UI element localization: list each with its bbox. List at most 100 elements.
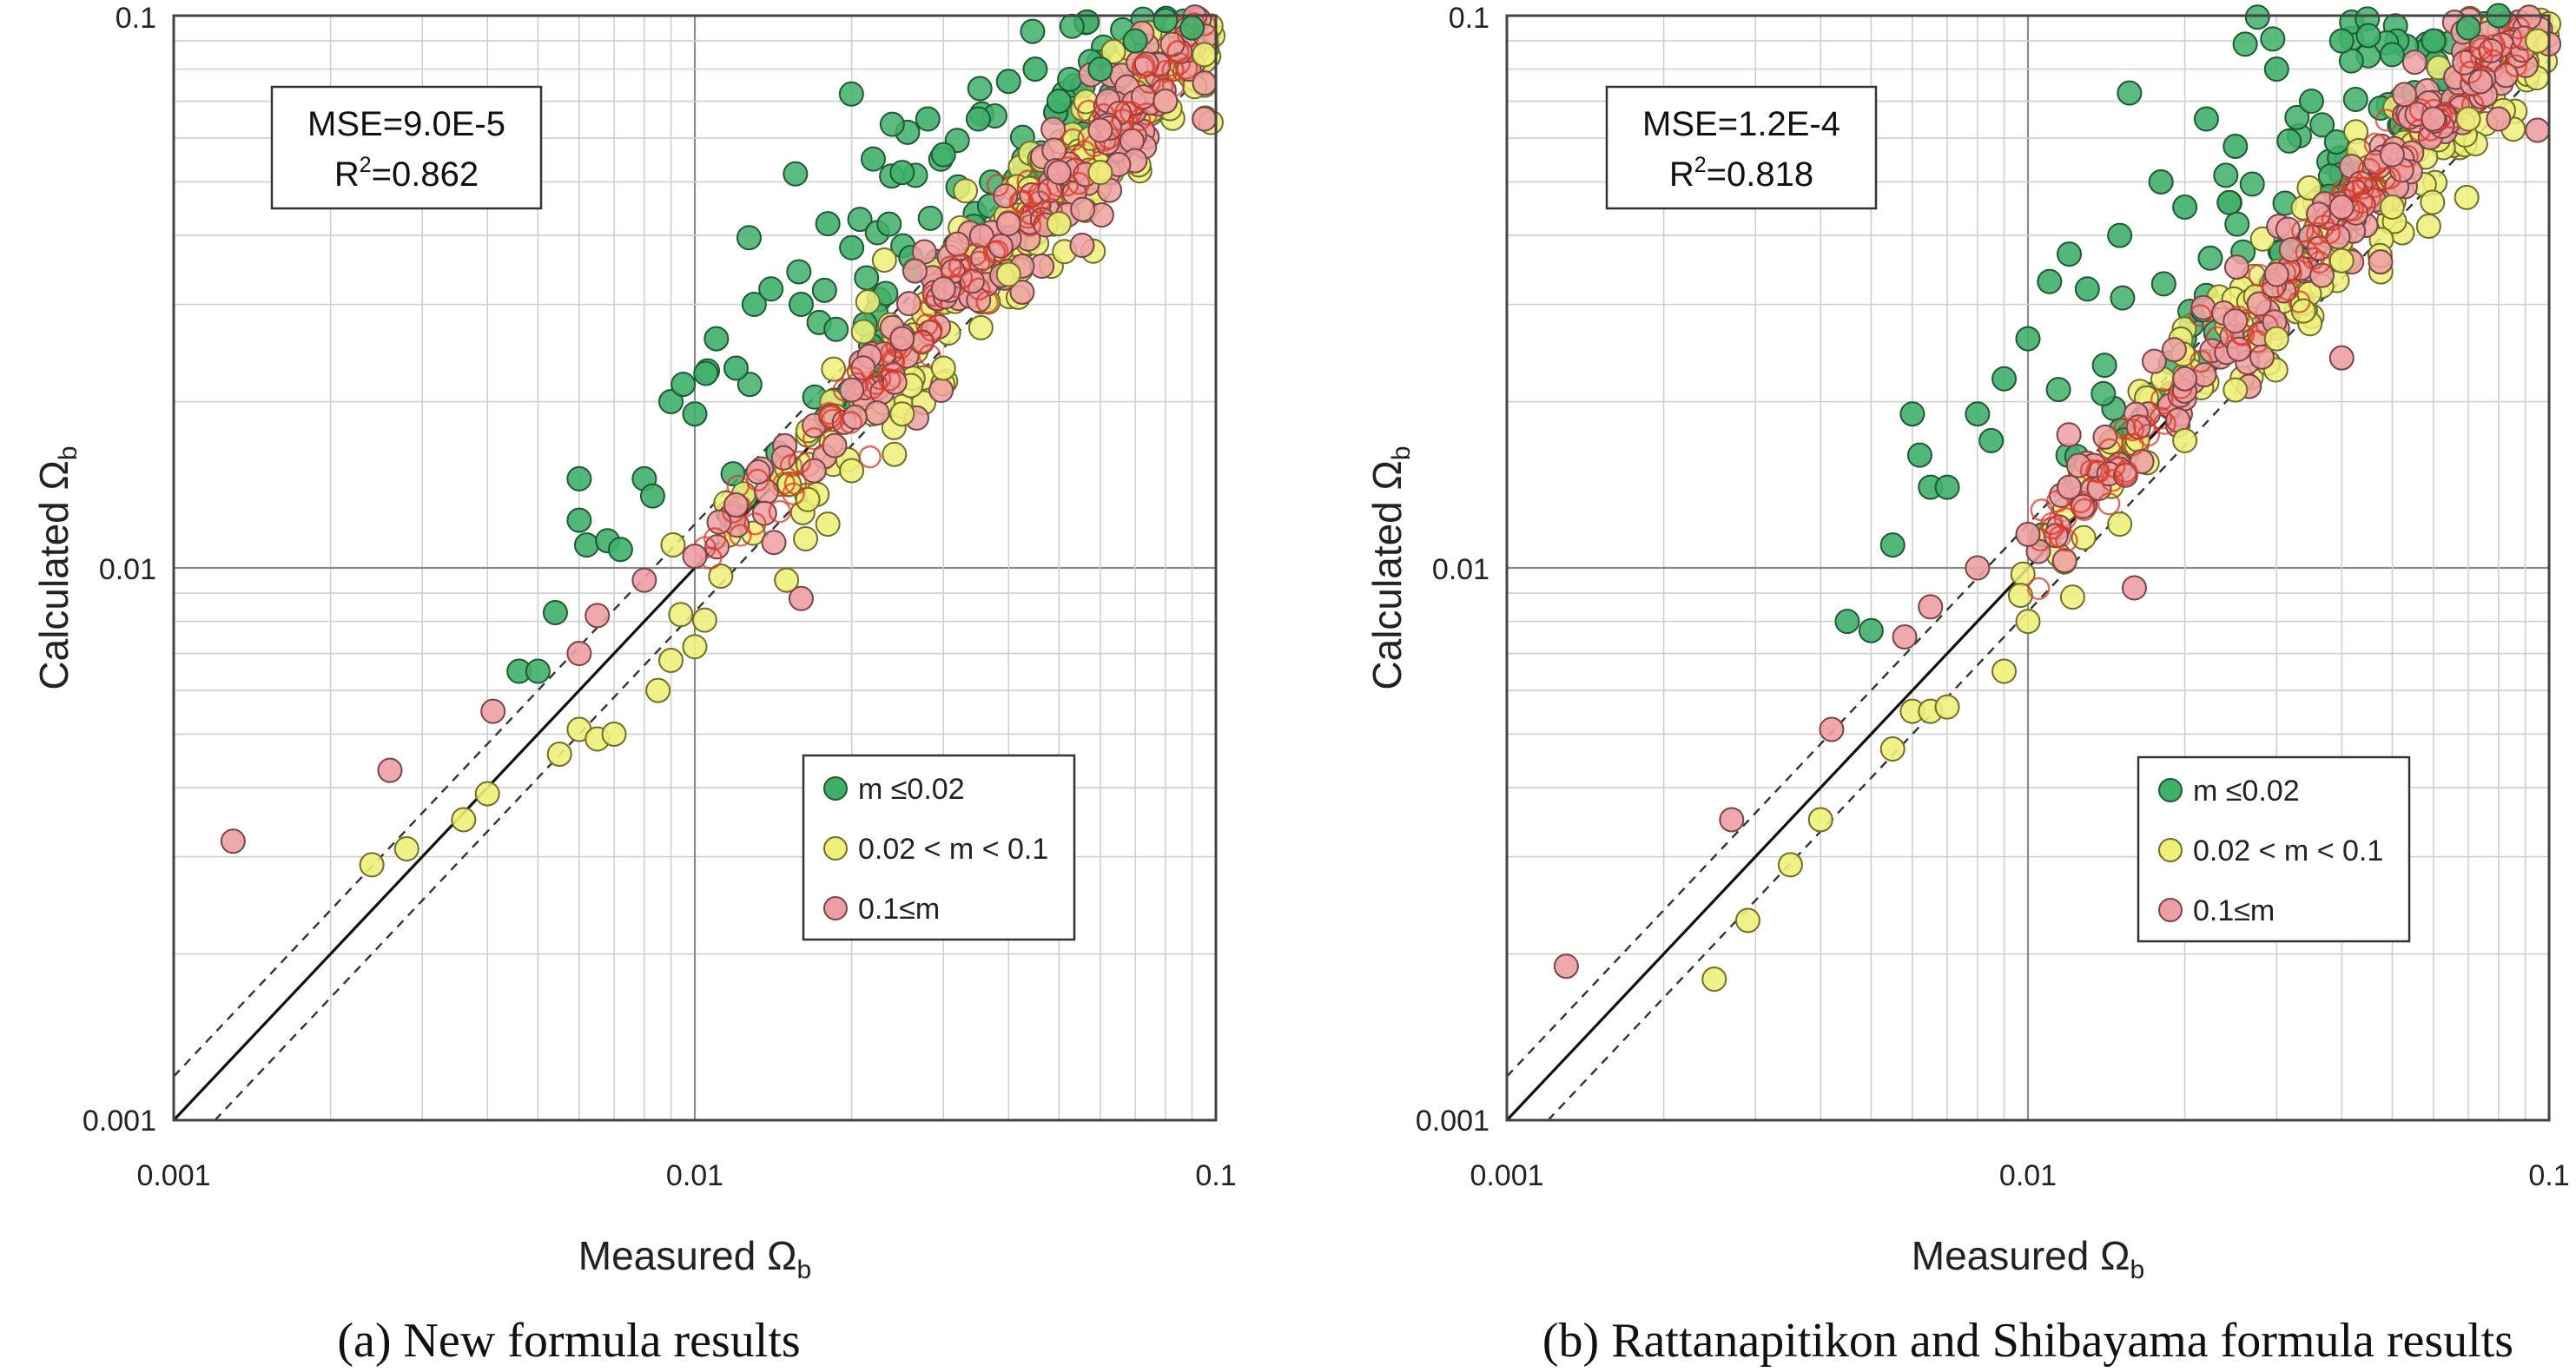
data-point <box>2045 377 2071 403</box>
data-point <box>1070 196 1096 222</box>
data-point <box>838 81 864 107</box>
data-point <box>566 507 592 533</box>
data-point <box>860 146 886 172</box>
data-point-accent <box>975 290 999 314</box>
data-point <box>1892 623 1918 650</box>
data-point <box>1553 953 1579 980</box>
data-point-accent <box>2288 290 2311 313</box>
data-point <box>1009 279 1035 305</box>
data-point-accent <box>2085 459 2109 483</box>
data-point <box>601 721 627 747</box>
data-point <box>546 741 572 767</box>
data-point <box>882 441 908 467</box>
data-point <box>895 291 921 317</box>
data-point <box>1991 658 2018 684</box>
data-point-accent <box>1166 40 1190 63</box>
data-point <box>2308 262 2335 288</box>
data-point <box>1192 106 1218 132</box>
data-point <box>1965 401 1991 427</box>
data-point <box>2193 106 2219 132</box>
data-point <box>2223 254 2249 280</box>
data-point <box>377 757 403 783</box>
legend-entry: 0.1≤m <box>858 893 940 926</box>
data-point <box>670 372 697 398</box>
data-point <box>854 265 880 291</box>
data-point <box>801 458 827 484</box>
data-point <box>788 292 814 318</box>
legend-marker <box>823 896 848 920</box>
data-point-accent <box>858 445 882 469</box>
data-point <box>953 178 979 204</box>
y-tick-label: 0.1 <box>116 2 156 35</box>
data-point-accent <box>967 277 991 301</box>
data-point-accent <box>2459 45 2482 69</box>
scatter-points-a <box>220 4 1226 878</box>
data-point <box>930 355 956 381</box>
data-point <box>1192 42 1218 68</box>
lower-bound-line <box>1547 58 2550 1121</box>
data-point <box>2421 28 2447 54</box>
data-point <box>708 564 734 590</box>
data-point-accent <box>1131 56 1155 79</box>
data-point-accent <box>864 372 888 395</box>
data-point <box>1918 594 1944 620</box>
data-point <box>359 852 385 878</box>
data-point <box>741 292 767 318</box>
data-point <box>842 404 868 430</box>
data-point <box>1192 70 1218 96</box>
data-point <box>2328 345 2355 371</box>
legend-marker <box>2158 778 2183 802</box>
data-point <box>864 400 890 426</box>
data-point-accent <box>920 294 943 319</box>
data-point <box>736 225 762 251</box>
data-point <box>2421 106 2447 132</box>
data-point <box>821 356 847 382</box>
data-point-accent <box>2317 221 2341 245</box>
data-point <box>2091 380 2117 406</box>
data-point <box>930 142 956 168</box>
caption-a: (a) New formula results <box>337 1314 800 1368</box>
plot-frame-b <box>1505 14 2551 1122</box>
data-point <box>871 247 897 274</box>
legend-entry: 0.02 < m < 0.1 <box>2193 834 2383 867</box>
y-tick-label: 0.01 <box>1432 553 1489 586</box>
data-point <box>668 602 694 628</box>
data-point <box>2338 48 2364 74</box>
data-point <box>1122 28 1148 54</box>
data-point-accent <box>2190 349 2213 373</box>
data-point-accent <box>1167 51 1191 76</box>
data-point <box>889 326 915 352</box>
y-tick-label: 0.01 <box>99 553 156 586</box>
data-point-accent <box>2205 326 2229 349</box>
data-point <box>876 211 902 237</box>
legend-marker <box>2158 898 2183 922</box>
data-point <box>2172 195 2198 221</box>
data-point <box>2455 15 2481 41</box>
data-point <box>1991 366 2018 392</box>
data-point-accent <box>772 472 796 495</box>
data-point <box>1087 117 1113 143</box>
data-point <box>2328 28 2355 54</box>
data-point <box>839 234 865 261</box>
data-point <box>995 211 1021 237</box>
data-point <box>2107 511 2133 538</box>
data-point <box>847 207 873 233</box>
data-point <box>774 567 800 593</box>
data-point <box>1153 8 1179 34</box>
x-tick-label: 0.01 <box>1999 1159 2057 1192</box>
x-tick-label: 0.01 <box>666 1159 723 1192</box>
data-point <box>720 461 746 487</box>
data-point <box>2015 326 2041 352</box>
data-point <box>566 641 592 667</box>
data-point <box>811 277 837 303</box>
data-point <box>2275 216 2301 242</box>
caption-b: (b) Rattanapitikon and Shibayama formula… <box>1542 1314 2513 1368</box>
data-point <box>2284 104 2310 130</box>
data-point <box>1879 736 1906 762</box>
data-point <box>1179 15 1205 41</box>
data-point <box>995 69 1021 95</box>
data-point <box>1087 160 1113 186</box>
data-point <box>1046 160 1072 186</box>
data-point <box>758 276 784 302</box>
